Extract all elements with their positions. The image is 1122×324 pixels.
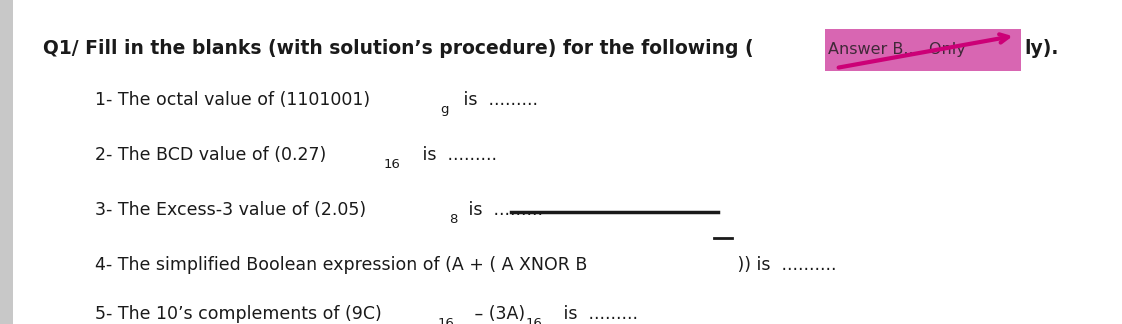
Text: g: g [440, 103, 449, 116]
Text: 16: 16 [525, 317, 542, 324]
Text: Q1/ Fill in the blanks (with solution’s procedure) for the following (: Q1/ Fill in the blanks (with solution’s … [43, 39, 753, 58]
Text: 16: 16 [438, 317, 454, 324]
Text: is  .........: is ......... [463, 201, 543, 219]
Text: ly).: ly). [1024, 39, 1059, 58]
Text: is  .........: is ......... [417, 146, 497, 164]
Text: is  .........: is ......... [558, 305, 637, 323]
Text: 4- The simplified Boolean expression of (A + ( A XNOR B: 4- The simplified Boolean expression of … [95, 256, 588, 274]
FancyBboxPatch shape [825, 29, 1021, 71]
Text: )) is  ..........: )) is .......... [732, 256, 836, 274]
Text: 1- The octal value of (1101001): 1- The octal value of (1101001) [95, 91, 370, 109]
Text: Answer B...  Only: Answer B... Only [828, 42, 966, 57]
Text: is  .........: is ......... [458, 91, 537, 109]
FancyBboxPatch shape [0, 0, 13, 324]
Text: 2- The BCD value of (0.27): 2- The BCD value of (0.27) [95, 146, 327, 164]
Text: 3- The Excess-3 value of (2.05): 3- The Excess-3 value of (2.05) [95, 201, 367, 219]
Text: 5- The 10’s complements of (9C): 5- The 10’s complements of (9C) [95, 305, 383, 323]
Text: 16: 16 [384, 158, 401, 171]
Text: 8: 8 [449, 213, 457, 226]
Text: – (3A): – (3A) [469, 305, 525, 323]
